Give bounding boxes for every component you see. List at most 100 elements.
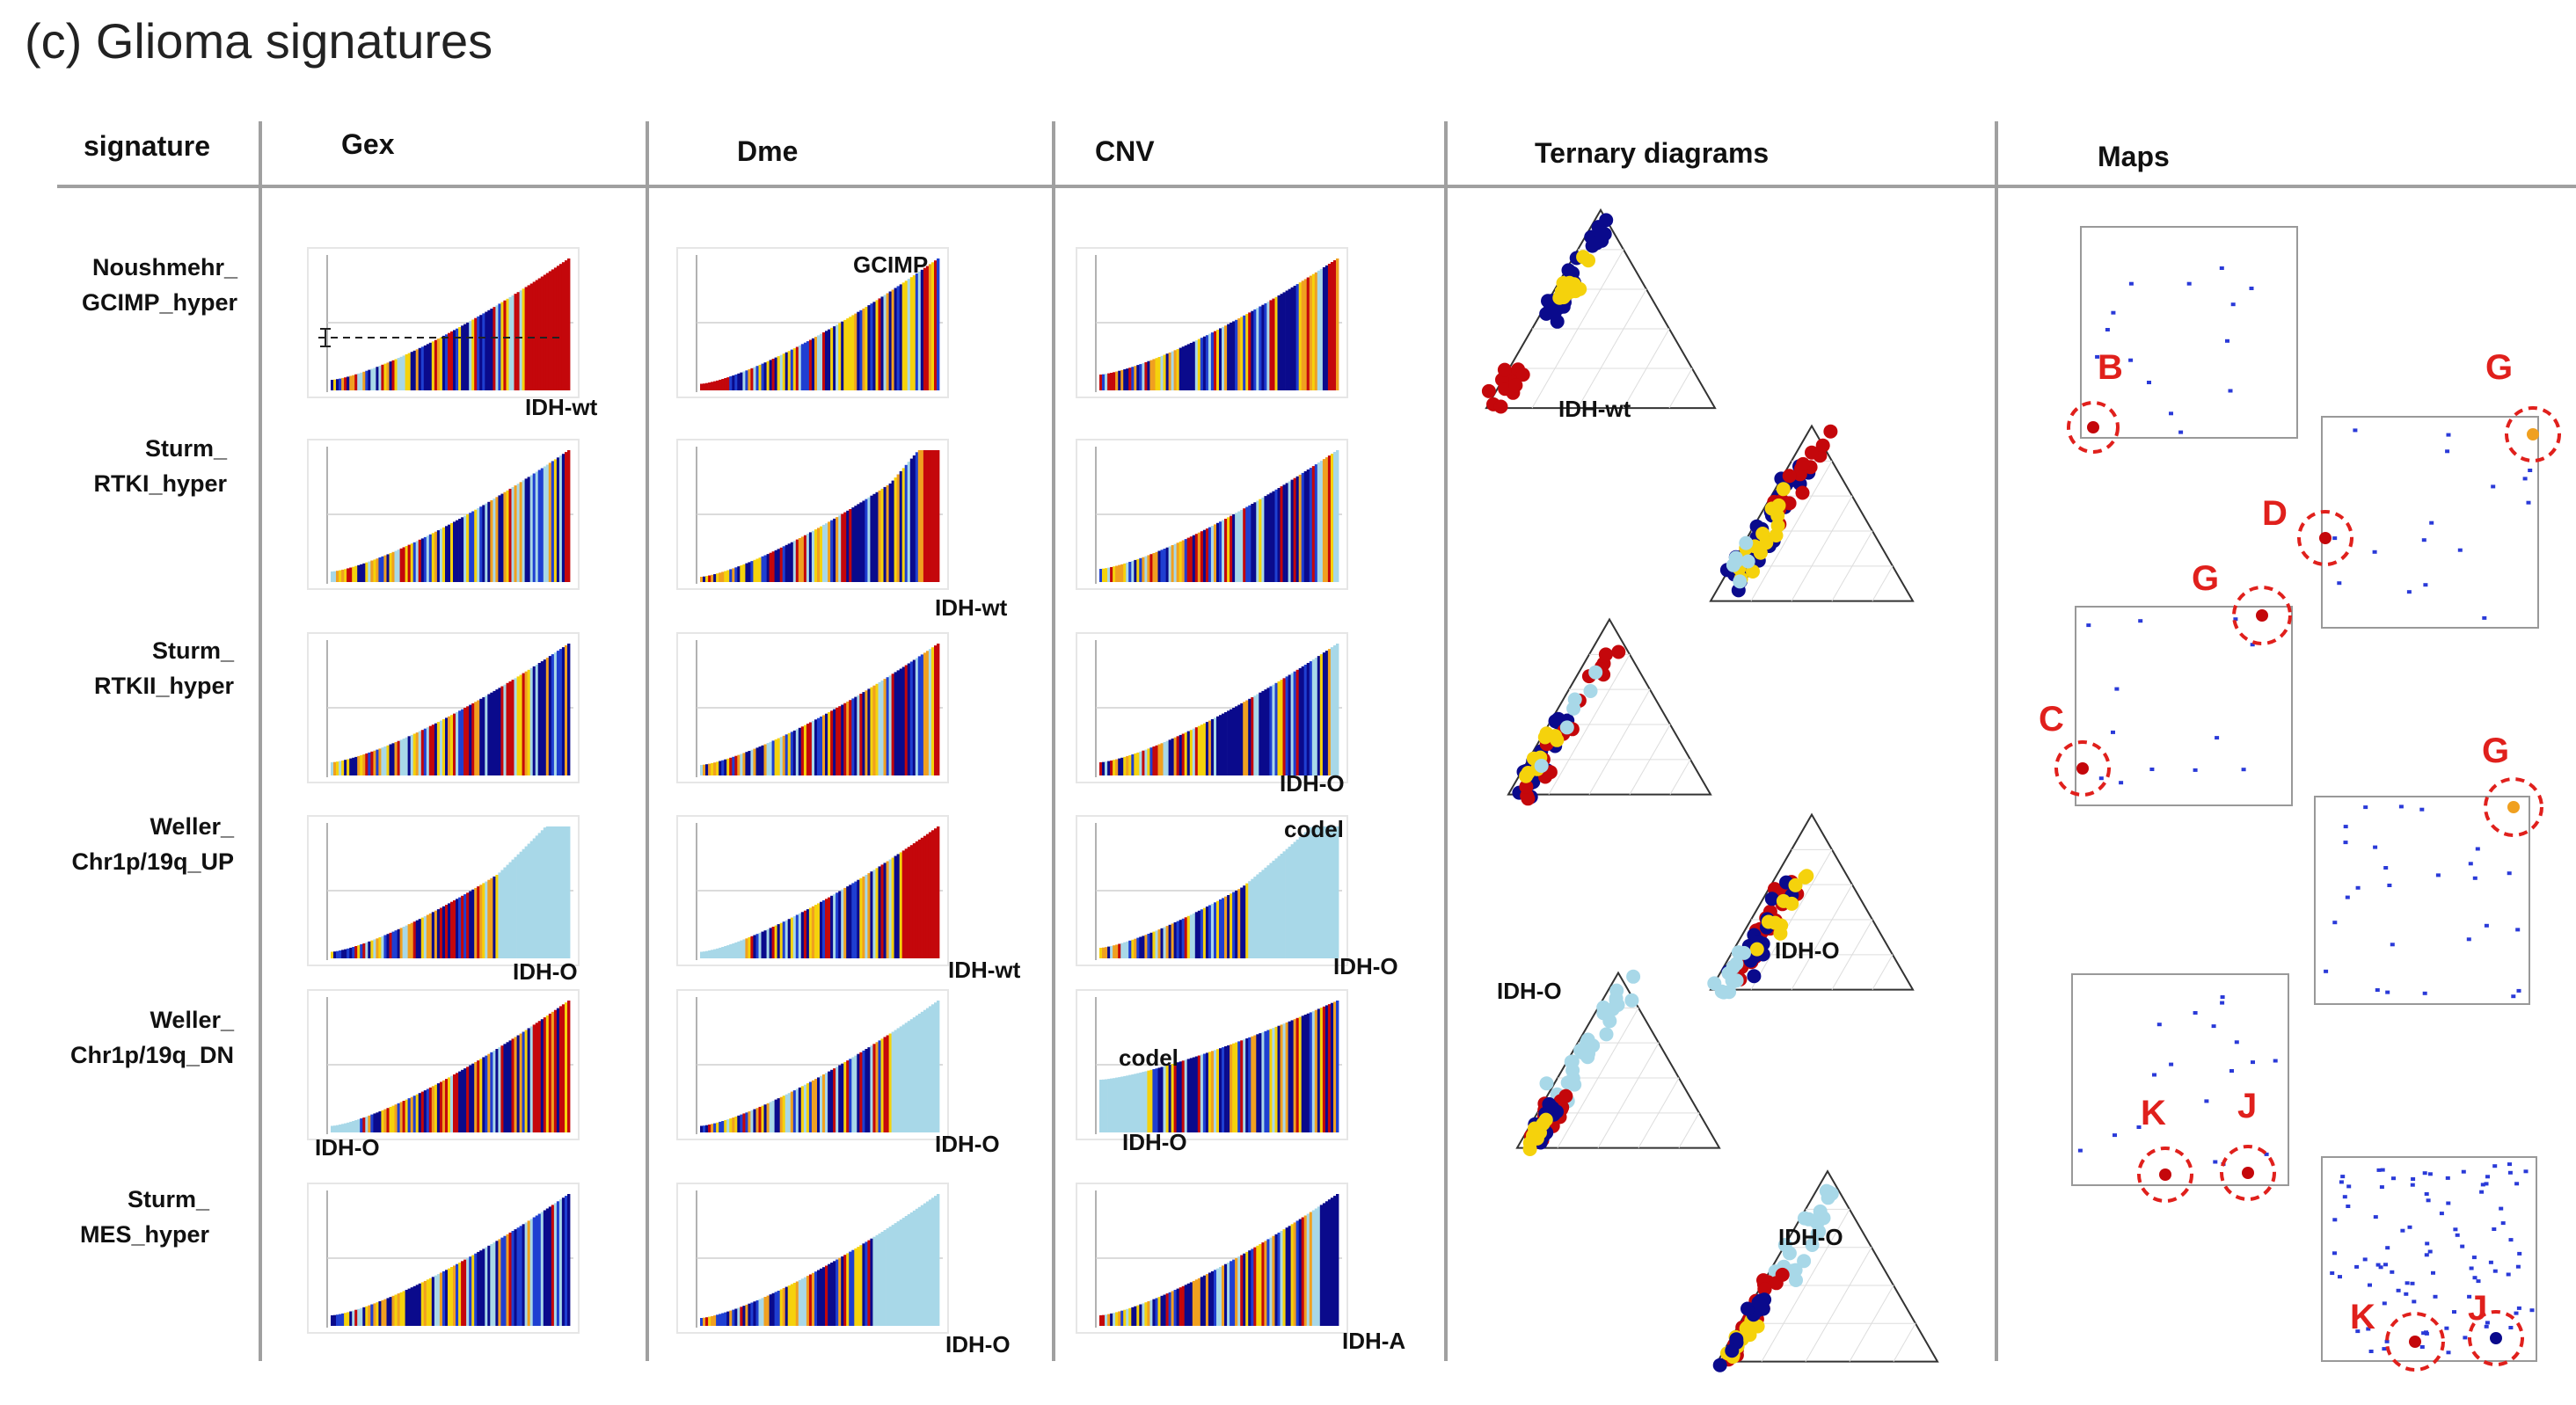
bar-mark xyxy=(1330,262,1334,390)
map-point xyxy=(2373,845,2378,849)
bar-mark xyxy=(782,546,786,582)
bar-mark xyxy=(729,1310,733,1326)
map-point xyxy=(2264,1152,2269,1156)
bar-mark xyxy=(854,881,857,958)
bar-mark xyxy=(1115,565,1119,582)
bar-mark xyxy=(1295,669,1299,775)
bar-mark xyxy=(748,562,751,582)
bar-mark xyxy=(1189,730,1193,775)
bar-mark xyxy=(1126,562,1129,582)
bar-mark xyxy=(719,379,722,390)
map-point xyxy=(2384,1339,2390,1343)
map-point xyxy=(2517,1251,2522,1256)
bar-mark xyxy=(1274,489,1278,582)
ternary-4-annotation: IDH-O xyxy=(1775,937,1840,964)
bar-mark xyxy=(397,1103,400,1132)
bar-mark xyxy=(1319,1205,1324,1326)
bar-mark xyxy=(551,826,555,958)
map-point xyxy=(2412,1299,2417,1304)
bar-mark xyxy=(808,1274,813,1326)
bar-mark xyxy=(1317,1008,1321,1132)
bar-mark xyxy=(880,681,884,775)
bar-mark xyxy=(1237,1256,1241,1326)
bar-mark xyxy=(745,370,748,390)
bar-mark xyxy=(1200,531,1204,582)
bar-mark xyxy=(485,695,488,775)
bar-mark xyxy=(357,564,361,582)
ternary-point xyxy=(1539,1076,1554,1091)
bar-mark xyxy=(506,864,509,958)
bar-mark xyxy=(456,712,459,775)
bar-mark xyxy=(540,468,544,582)
bar-mark xyxy=(930,450,935,582)
bar-mark xyxy=(1184,732,1188,775)
bar-mark xyxy=(859,694,863,775)
bar-mark xyxy=(535,1023,539,1132)
bar-mark xyxy=(700,383,704,390)
bar-mark xyxy=(506,490,509,582)
bar-mark xyxy=(1192,728,1196,775)
bar-mark xyxy=(477,700,480,775)
map-point xyxy=(2427,1172,2433,1176)
bar-mark xyxy=(1222,898,1225,958)
bar-mark xyxy=(713,1123,717,1132)
map-hotspot xyxy=(2409,1336,2421,1348)
map-highlight-circle xyxy=(2468,1310,2524,1366)
ternary-point xyxy=(1815,438,1830,453)
bar-mark xyxy=(339,378,342,390)
bar-mark xyxy=(883,295,887,390)
map-point xyxy=(2355,885,2361,890)
bar-mark xyxy=(365,562,369,582)
bar-mark xyxy=(1282,678,1286,775)
bar-mark xyxy=(1327,649,1332,775)
bar-mark xyxy=(909,661,914,775)
bar-mark xyxy=(381,747,384,775)
bar-mark xyxy=(934,450,938,582)
bar-mark xyxy=(787,1285,792,1326)
map-point xyxy=(2406,590,2412,594)
bar-mark xyxy=(1285,848,1288,958)
bar-mark xyxy=(466,1066,470,1132)
bar-mark xyxy=(920,837,924,958)
ternary-point xyxy=(1764,501,1779,516)
bar-mark xyxy=(1142,1072,1145,1132)
bar-mark xyxy=(360,372,363,390)
map-point xyxy=(2342,1195,2347,1199)
bar-mark xyxy=(1303,832,1308,958)
bar-mark xyxy=(477,316,480,390)
bar-mark xyxy=(1322,826,1326,958)
bar-mark xyxy=(787,919,792,958)
bar-mark xyxy=(937,644,940,775)
bar-mark xyxy=(894,477,897,582)
bar-mark xyxy=(1142,1303,1145,1326)
bar-mark xyxy=(1214,902,1217,958)
bar-mark xyxy=(937,258,940,390)
bar-mark xyxy=(875,300,879,390)
bar-mark xyxy=(1232,1259,1236,1326)
bar-mark xyxy=(477,1251,480,1326)
bar-mark xyxy=(434,339,438,390)
bar-mark xyxy=(553,267,558,390)
bar-mark xyxy=(410,1287,414,1326)
bar-mark xyxy=(1120,757,1124,775)
bar-mark xyxy=(857,504,860,582)
bar-mark xyxy=(798,1087,802,1132)
bar-mark xyxy=(851,507,855,582)
bar-mark xyxy=(737,754,741,775)
bar-mark xyxy=(915,1016,919,1132)
bar-mark xyxy=(1147,748,1150,775)
bar-mark xyxy=(394,359,398,390)
bar-mark xyxy=(1173,922,1177,958)
bar-mark xyxy=(1155,358,1158,390)
bar-mark xyxy=(469,1256,472,1326)
bar-mark xyxy=(498,1239,501,1326)
map-hotspot xyxy=(2087,421,2099,433)
bar-mark xyxy=(822,715,826,775)
bar-mark xyxy=(535,280,539,390)
bar-mark xyxy=(925,450,930,582)
map-point xyxy=(2463,1336,2468,1340)
bar-mark xyxy=(1280,1024,1283,1132)
map-point xyxy=(2398,804,2404,809)
bar-mark xyxy=(1251,878,1254,958)
ternary-point xyxy=(1740,1301,1755,1316)
